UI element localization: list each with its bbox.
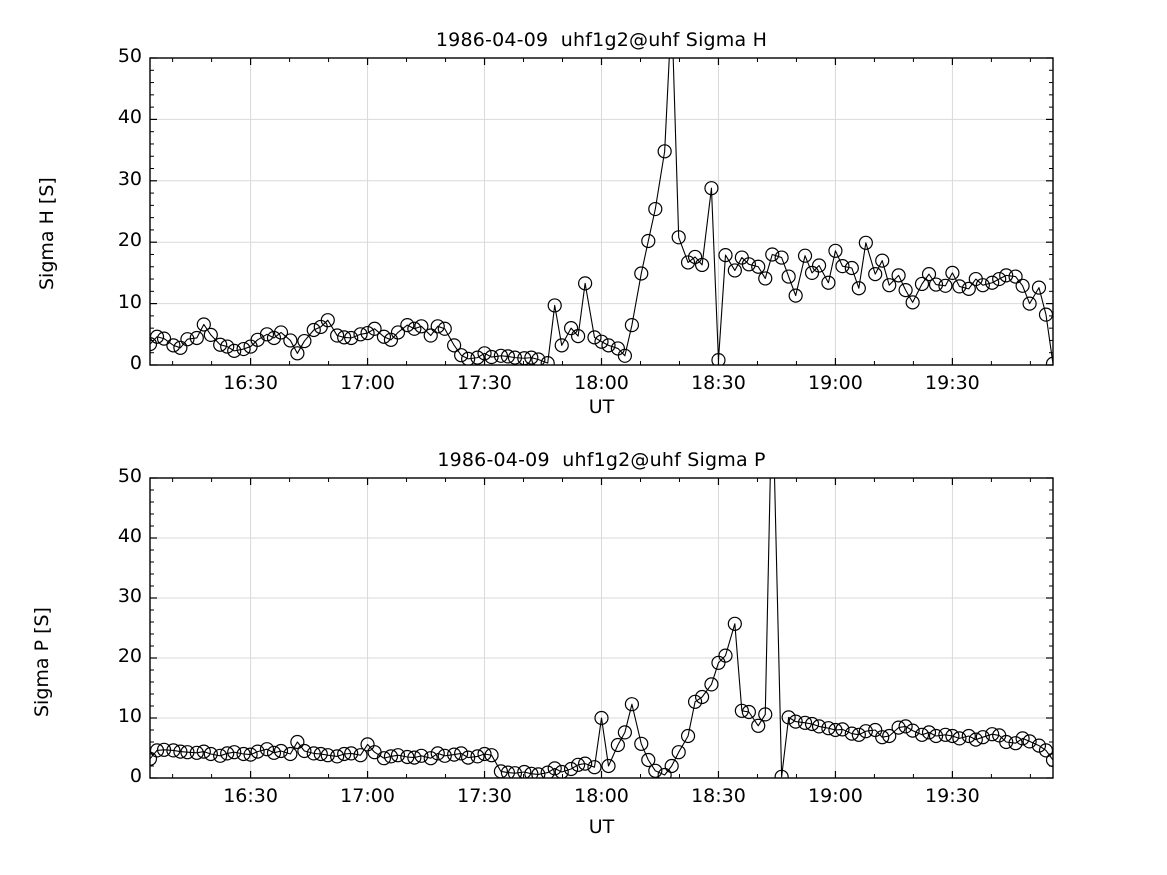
x-tick-label: 18:00 bbox=[574, 785, 629, 807]
y-tick-label: 0 bbox=[129, 765, 142, 787]
x-tick-label: 16:30 bbox=[223, 372, 278, 394]
x-tick-label: 17:30 bbox=[457, 372, 512, 394]
x-tick-label: 16:30 bbox=[223, 785, 278, 807]
panel-title-sigma-p: 1986-04-09 uhf1g2@uhf Sigma P bbox=[437, 449, 766, 471]
panel-sigma-h: 1986-04-09 uhf1g2@uhf Sigma H Sigma H [S… bbox=[0, 0, 1167, 437]
panel-sigma-p: 1986-04-09 uhf1g2@uhf Sigma P Sigma P [S… bbox=[0, 437, 1167, 875]
panel-title-sigma-h: 1986-04-09 uhf1g2@uhf Sigma H bbox=[435, 29, 768, 51]
x-tick-label: 19:00 bbox=[808, 785, 863, 807]
x-tick-label: 18:30 bbox=[691, 372, 746, 394]
x-tick-label: 17:30 bbox=[457, 785, 512, 807]
x-tick-label: 17:00 bbox=[340, 785, 395, 807]
y-tick-label: 50 bbox=[117, 45, 142, 67]
y-tick-label: 10 bbox=[117, 290, 142, 313]
plot-area-sigma-h bbox=[149, 57, 1054, 366]
y-tick-label: 30 bbox=[117, 167, 142, 190]
y-tick-label: 50 bbox=[117, 465, 142, 487]
x-tick-label: 19:00 bbox=[808, 372, 863, 394]
y-tick-label: 0 bbox=[129, 352, 142, 374]
y-tick-label: 40 bbox=[117, 106, 142, 129]
plot-area-sigma-p bbox=[149, 477, 1054, 779]
y-tick-label: 30 bbox=[117, 585, 142, 607]
y-tick-label: 10 bbox=[117, 705, 142, 727]
x-tick-label: 18:30 bbox=[691, 785, 746, 807]
x-tick-label: 18:00 bbox=[574, 372, 629, 394]
y-tick-label: 20 bbox=[117, 645, 142, 667]
y-tick-label: 20 bbox=[117, 229, 142, 252]
y-tick-label: 40 bbox=[117, 525, 142, 547]
x-tick-label: 19:30 bbox=[925, 785, 980, 807]
x-axis-label-sigma-h: UT bbox=[588, 396, 615, 418]
x-tick-label: 17:00 bbox=[340, 372, 395, 394]
x-tick-label: 19:30 bbox=[925, 372, 980, 394]
x-axis-label-sigma-p: UT bbox=[588, 816, 615, 838]
